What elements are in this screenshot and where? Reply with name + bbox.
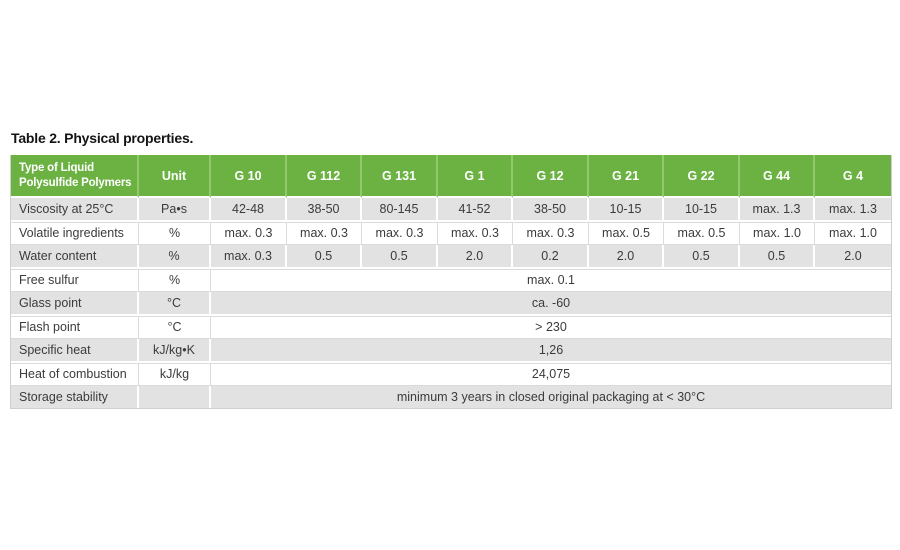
value-cell-span: ca. -60 [211, 292, 891, 316]
value-cell: max. 0.3 [211, 221, 287, 245]
value-cell: max. 0.5 [664, 221, 740, 245]
table-row-heat-of-combustion: Heat of combustion kJ/kg 24,075 [11, 362, 891, 386]
table-caption: Table 2. Physical properties. [11, 130, 194, 146]
value-cell: 2.0 [815, 245, 891, 269]
table-row-glass-point: Glass point °C ca. -60 [11, 292, 891, 316]
value-cell: 38-50 [287, 198, 362, 222]
value-cell: 2.0 [438, 245, 513, 269]
table-row-free-sulfur: Free sulfur % max. 0.1 [11, 268, 891, 292]
value-cell: 0.5 [664, 245, 740, 269]
unit-cell: % [139, 221, 211, 245]
value-cell-span: > 230 [211, 315, 891, 339]
column-header-g112: G 112 [287, 155, 362, 198]
value-cell: 0.5 [287, 245, 362, 269]
table-row-volatile-ingredients: Volatile ingredients % max. 0.3 max. 0.3… [11, 221, 891, 245]
column-header-g21: G 21 [589, 155, 664, 198]
value-cell: 10-15 [589, 198, 664, 222]
property-cell: Glass point [11, 292, 139, 316]
column-header-g22: G 22 [664, 155, 740, 198]
value-cell: 0.5 [740, 245, 815, 269]
column-header-g10: G 10 [211, 155, 287, 198]
property-cell: Flash point [11, 315, 139, 339]
column-header-g131: G 131 [362, 155, 438, 198]
physical-properties-table: Type of Liquid Polysulfide Polymers Unit… [10, 155, 892, 409]
value-cell-span: 1,26 [211, 339, 891, 363]
table-row-storage-stability: Storage stability minimum 3 years in clo… [11, 386, 891, 408]
unit-cell: °C [139, 315, 211, 339]
table-row-water-content: Water content % max. 0.3 0.5 0.5 2.0 0.2… [11, 245, 891, 269]
unit-cell: kJ/kg•K [139, 339, 211, 363]
value-cell: max. 1.0 [740, 221, 815, 245]
table-row-flash-point: Flash point °C > 230 [11, 315, 891, 339]
value-cell: 10-15 [664, 198, 740, 222]
property-cell: Water content [11, 245, 139, 269]
column-header-unit: Unit [139, 155, 211, 198]
table-row-specific-heat: Specific heat kJ/kg•K 1,26 [11, 339, 891, 363]
property-cell: Heat of combustion [11, 362, 139, 386]
value-cell: max. 1.3 [740, 198, 815, 222]
column-header-g1: G 1 [438, 155, 513, 198]
property-cell: Free sulfur [11, 268, 139, 292]
value-cell-span: minimum 3 years in closed original packa… [211, 386, 891, 408]
unit-cell: % [139, 245, 211, 269]
value-cell: 42-48 [211, 198, 287, 222]
column-header-g4: G 4 [815, 155, 891, 198]
value-cell: max. 0.3 [362, 221, 438, 245]
value-cell: max. 1.0 [815, 221, 891, 245]
value-cell-span: max. 0.1 [211, 268, 891, 292]
value-cell: max. 0.3 [438, 221, 513, 245]
value-cell: 38-50 [513, 198, 589, 222]
column-header-g44: G 44 [740, 155, 815, 198]
value-cell: max. 1.3 [815, 198, 891, 222]
property-cell: Volatile ingredients [11, 221, 139, 245]
column-header-g12: G 12 [513, 155, 589, 198]
table-row-viscosity: Viscosity at 25°C Pa•s 42-48 38-50 80-14… [11, 198, 891, 222]
value-cell-span: 24,075 [211, 362, 891, 386]
value-cell: max. 0.5 [589, 221, 664, 245]
value-cell: 41-52 [438, 198, 513, 222]
unit-cell: °C [139, 292, 211, 316]
property-cell: Storage stability [11, 386, 139, 408]
unit-cell: % [139, 268, 211, 292]
unit-cell: kJ/kg [139, 362, 211, 386]
value-cell: max. 0.3 [211, 245, 287, 269]
header-row: Type of Liquid Polysulfide Polymers Unit… [11, 155, 891, 198]
value-cell: 80-145 [362, 198, 438, 222]
value-cell: max. 0.3 [287, 221, 362, 245]
column-header-type: Type of Liquid Polysulfide Polymers [11, 155, 139, 198]
value-cell: max. 0.3 [513, 221, 589, 245]
value-cell: 0.2 [513, 245, 589, 269]
unit-cell: Pa•s [139, 198, 211, 222]
property-cell: Viscosity at 25°C [11, 198, 139, 222]
value-cell: 2.0 [589, 245, 664, 269]
value-cell: 0.5 [362, 245, 438, 269]
property-cell: Specific heat [11, 339, 139, 363]
unit-cell [139, 386, 211, 408]
